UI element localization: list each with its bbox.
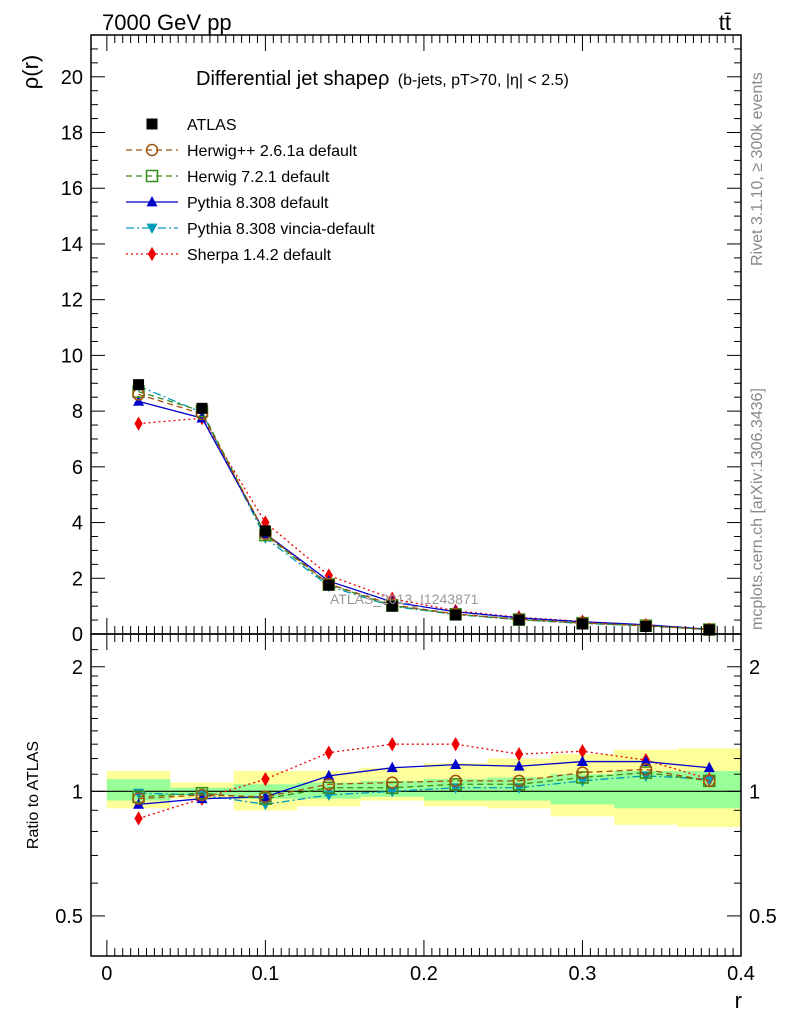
data-point-sherpa-1-4-2-default: [388, 737, 397, 752]
legend-label: Sherpa 1.4.2 default: [187, 247, 332, 264]
ratio-y-tick-label: 0.5: [55, 906, 83, 928]
chart-title: Differential jet shapeρ (b-jets, pT>70, …: [196, 68, 569, 90]
ratio-series-layer: [132, 737, 716, 826]
series-herwig-2-6-1a-default: [132, 763, 716, 805]
x-tick-label: 0.3: [569, 963, 597, 985]
data-point-herwig-2-6-1a-default: [512, 774, 526, 788]
x-tick-label: 0.4: [727, 963, 755, 985]
main-y-tick-label: 16: [61, 178, 83, 200]
x-tick-label: 0.1: [251, 963, 279, 985]
legend-marker: [145, 143, 159, 157]
data-point-sherpa-1-4-2-default: [134, 416, 143, 431]
main-y-tick-label: 4: [72, 513, 83, 535]
main-y-tick-label: 8: [72, 401, 83, 423]
data-point-atlas: [196, 402, 208, 414]
data-point-pythia-8-308-default: [640, 755, 652, 766]
legend-item-herwig-7-2-1-default: Herwig 7.2.1 default: [126, 169, 330, 186]
data-point-sherpa-1-4-2-default: [261, 772, 270, 787]
ratio-y-tick-label-right: 2: [749, 657, 760, 679]
data-point-herwig-2-6-1a-default: [322, 778, 336, 791]
main-y-tick-label: 6: [72, 457, 83, 479]
series-line-pythia-8-308-default: [138, 400, 710, 630]
data-point-herwig-2-6-1a-default: [132, 792, 145, 805]
ratio-y-tick-label-right: 1: [749, 781, 760, 803]
data-point-herwig-2-6-1a-default: [449, 774, 462, 788]
data-point-pythia-8-308-vincia-default: [386, 786, 398, 798]
data-point-sherpa-1-4-2-default: [324, 745, 333, 760]
legend: ATLAS Herwig++ 2.6.1a default Herwig 7.2.1…: [126, 117, 375, 264]
data-point-atlas: [259, 525, 271, 537]
main-y-tick-label: 0: [72, 624, 83, 646]
data-point-herwig-2-6-1a-default: [639, 763, 653, 776]
process-label: tt̄: [719, 10, 731, 35]
series-line-pythia-8-308-default: [138, 760, 710, 806]
mcplots-label: mcplots.cern.ch [arXiv:1306.3436]: [749, 388, 766, 630]
legend-item-pythia-8-308-default: Pythia 8.308 default: [126, 195, 329, 212]
data-point-herwig-2-6-1a-default: [259, 790, 272, 804]
series-line-herwig-2-6-1a-default: [138, 393, 710, 631]
ratio-y-tick-label-right: 0.5: [749, 906, 777, 928]
rivet-label: Rivet 3.1.10, ≥ 300k events: [749, 72, 766, 266]
x-tick-label: 0.2: [410, 963, 438, 985]
legend-label: ATLAS: [187, 117, 237, 134]
data-point-pythia-8-308-vincia-default: [259, 799, 271, 811]
legend-marker: [146, 223, 158, 235]
series-line-herwig-2-6-1a-default: [138, 768, 710, 800]
energy-label: 7000 GeV pp: [102, 10, 232, 35]
ratio-y-tick-label: 1: [72, 781, 83, 803]
data-point-pythia-8-308-default: [703, 761, 715, 773]
data-point-sherpa-1-4-2-default: [134, 811, 143, 826]
data-point-atlas: [386, 600, 398, 612]
data-point-herwig-2-6-1a-default: [195, 788, 209, 802]
analysis-watermark: ATLAS_2013_I1243871: [330, 591, 479, 607]
data-point-atlas: [133, 379, 145, 391]
main-y-tick-label: 12: [61, 290, 83, 312]
legend-label: Herwig 7.2.1 default: [187, 169, 330, 186]
data-point-pythia-8-308-default: [323, 769, 335, 781]
x-tick-label: 0: [101, 963, 112, 985]
ratio-y-axis-label: Ratio to ATLAS: [25, 741, 42, 849]
legend-item-sherpa-1-4-2-default: Sherpa 1.4.2 default: [126, 246, 332, 264]
legend-item-atlas: ATLAS: [146, 117, 237, 134]
legend-label: Pythia 8.308 vincia-default: [187, 221, 375, 238]
data-point-atlas: [450, 609, 462, 621]
main-y-tick-label: 10: [61, 345, 83, 367]
legend-label: Herwig++ 2.6.1a default: [187, 143, 357, 160]
data-point-herwig-7-2-1-default: [639, 766, 653, 779]
data-point-herwig-7-2-1-default: [322, 781, 336, 795]
data-point-atlas: [323, 579, 335, 591]
data-point-herwig-7-2-1-default: [449, 778, 462, 791]
main-y-tick-label: 18: [61, 123, 83, 145]
data-point-herwig-2-6-1a-default: [385, 776, 399, 789]
legend-marker: [147, 246, 157, 262]
legend-label: Pythia 8.308 default: [187, 195, 329, 212]
data-point-herwig-2-6-1a-default: [576, 766, 589, 779]
data-point-sherpa-1-4-2-default: [451, 737, 460, 752]
data-point-sherpa-1-4-2-default: [514, 746, 524, 762]
data-point-herwig-2-6-1a-default: [703, 774, 716, 788]
data-point-pythia-8-308-default: [576, 755, 588, 766]
data-point-pythia-8-308-default: [386, 761, 398, 773]
main-y-axis-label: ρ(r): [18, 55, 43, 90]
main-y-tick-label: 2: [72, 568, 83, 590]
data-point-herwig-7-2-1-default: [512, 778, 526, 791]
main-y-tick-label: 14: [61, 234, 83, 256]
data-point-sherpa-1-4-2-default: [578, 744, 587, 759]
data-point-pythia-8-308-default: [450, 758, 462, 770]
main-y-tick-label: 20: [61, 67, 83, 89]
ratio-y-tick-label: 2: [72, 657, 83, 679]
legend-marker: [146, 118, 158, 130]
data-point-pythia-8-308-vincia-default: [703, 774, 715, 786]
x-axis-label: r: [735, 988, 742, 1013]
legend-item-pythia-8-308-vincia-default: Pythia 8.308 vincia-default: [126, 221, 375, 238]
data-point-pythia-8-308-default: [513, 760, 525, 771]
legend-marker: [145, 169, 159, 183]
data-point-atlas: [513, 614, 525, 626]
data-point-pythia-8-308-vincia-default: [576, 776, 588, 787]
legend-marker: [146, 195, 158, 207]
legend-item-herwig-2-6-1a-default: Herwig++ 2.6.1a default: [126, 143, 357, 160]
